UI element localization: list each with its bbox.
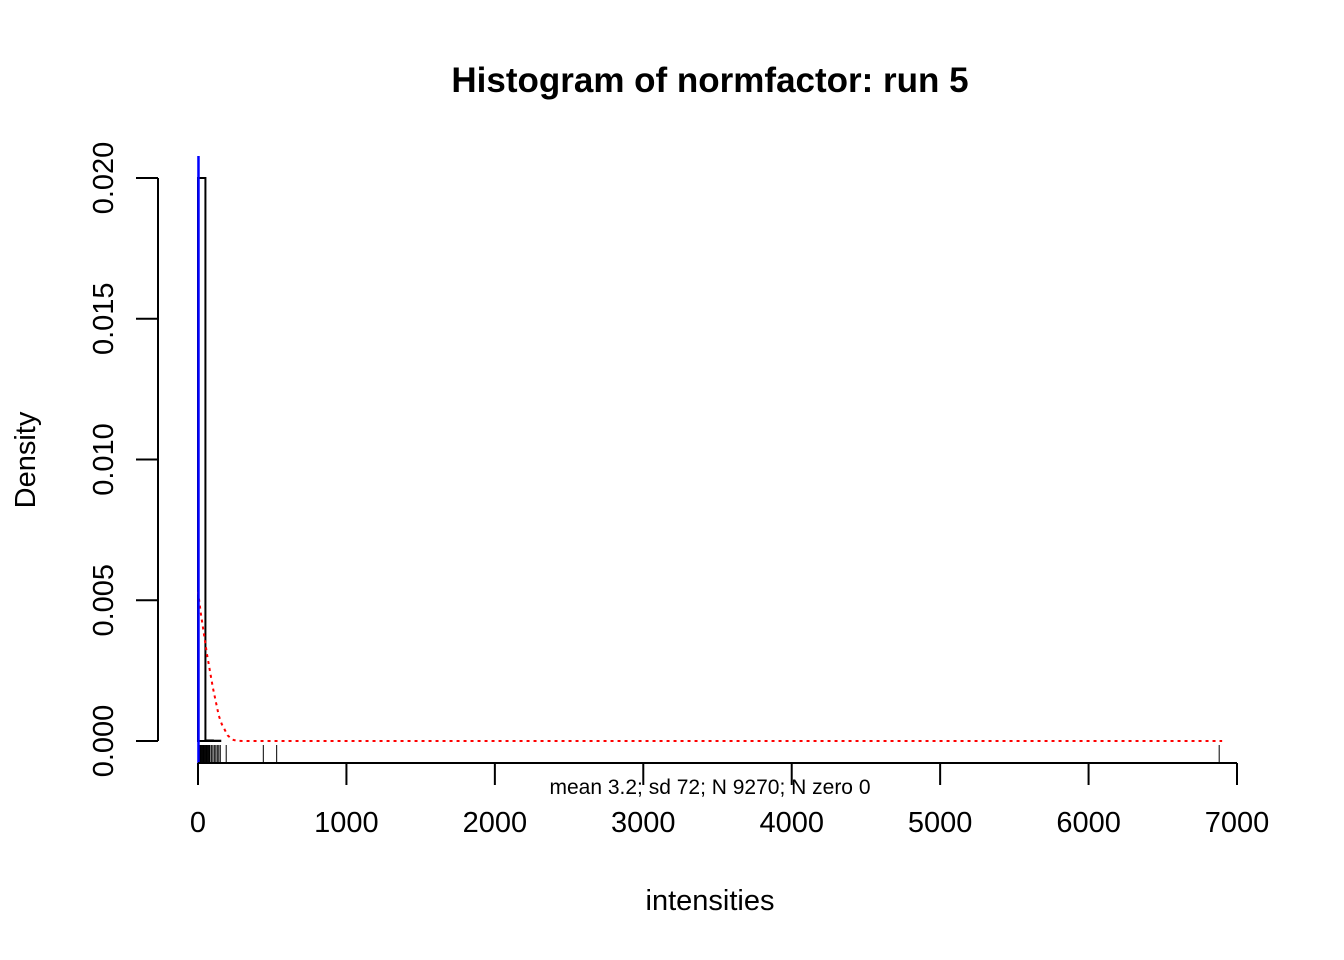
x-tick-label: 7000: [1205, 807, 1270, 839]
x-tick-label: 4000: [759, 807, 824, 839]
y-tick-label: 0.005: [88, 564, 120, 637]
y-tick-label: 0.015: [88, 282, 120, 355]
x-axis-label: intensities: [646, 885, 775, 917]
y-tick-label: 0.000: [88, 705, 120, 778]
x-tick-label: 0: [190, 807, 206, 839]
density-curve: [197, 591, 1223, 742]
y-tick-label: 0.010: [88, 423, 120, 496]
y-tick-label: 0.020: [88, 142, 120, 215]
histogram-bar: [204, 739, 214, 743]
x-tick-label: 6000: [1056, 807, 1121, 839]
chart-title: Histogram of normfactor: run 5: [451, 61, 968, 100]
stats-label: mean 3.2; sd 72; N 9270; N zero 0: [549, 776, 870, 799]
x-tick-label: 2000: [463, 807, 528, 839]
y-axis-label: Density: [10, 411, 42, 508]
x-tick-label: 3000: [611, 807, 676, 839]
plot-area: 0 1000 2000 3000 4000 5000 6000 7000 0.000 0.005 0…: [88, 142, 1269, 839]
x-tick-label: 1000: [314, 807, 379, 839]
x-tick-label: 5000: [908, 807, 973, 839]
